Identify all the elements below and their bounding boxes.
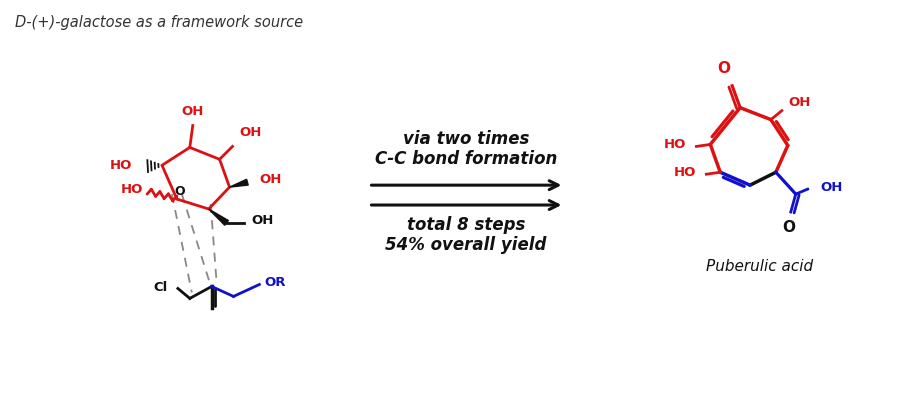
Text: OH: OH — [260, 173, 282, 186]
Text: OH: OH — [821, 181, 843, 193]
Text: O: O — [718, 61, 731, 76]
Text: HO: HO — [674, 166, 697, 179]
Text: O: O — [782, 220, 795, 235]
Text: OR: OR — [264, 276, 285, 289]
Text: Puberulic acid: Puberulic acid — [707, 259, 813, 274]
Text: O: O — [174, 185, 185, 198]
Text: via two times: via two times — [403, 131, 529, 148]
Text: HO: HO — [110, 159, 132, 172]
Polygon shape — [208, 209, 229, 225]
Text: C-C bond formation: C-C bond formation — [375, 151, 557, 168]
Text: OH: OH — [789, 96, 812, 109]
Text: HO: HO — [121, 183, 143, 196]
Text: D-(+)-galactose as a framework source: D-(+)-galactose as a framework source — [15, 15, 303, 30]
Text: OH: OH — [240, 126, 262, 139]
Text: HO: HO — [664, 138, 687, 151]
Text: OH: OH — [252, 214, 274, 227]
Text: OH: OH — [182, 105, 204, 118]
Polygon shape — [230, 179, 248, 187]
Text: 54% overall yield: 54% overall yield — [386, 236, 546, 254]
Text: Cl: Cl — [153, 281, 168, 294]
Text: total 8 steps: total 8 steps — [407, 216, 525, 234]
